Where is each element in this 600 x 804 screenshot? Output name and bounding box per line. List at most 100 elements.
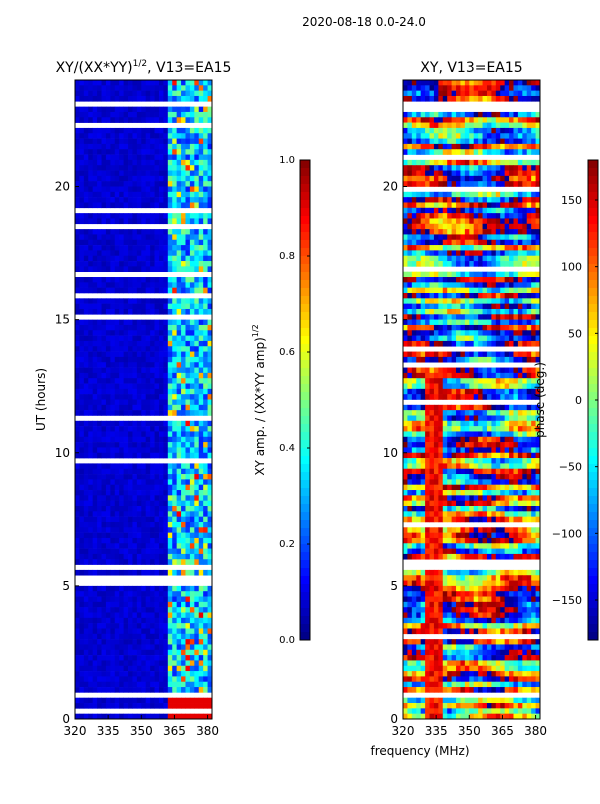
colorbar-segment — [588, 488, 598, 497]
colorbar-segment — [588, 288, 598, 297]
colorbar-tick-label: 1.0 — [279, 155, 295, 166]
colorbar-segment — [300, 184, 310, 193]
colorbar-segment — [300, 176, 310, 185]
colorbar-segment — [300, 512, 310, 521]
x-tick-label: 380 — [196, 724, 219, 738]
colorbar-tick-label: 100 — [561, 261, 582, 274]
colorbar-tick-label: 50 — [568, 327, 582, 340]
colorbar-segment — [300, 408, 310, 417]
colorbar-segment — [300, 288, 310, 297]
colorbar-segment — [588, 192, 598, 201]
panel-title: XY, V13=EA15 — [420, 60, 522, 76]
colorbar-segment — [588, 440, 598, 449]
colorbar-segment — [588, 616, 598, 625]
y-tick-label: 15 — [383, 313, 398, 327]
colorbar-segment — [588, 168, 598, 177]
x-tick-label: 380 — [524, 724, 547, 738]
colorbar-tick-label: 0.2 — [279, 539, 295, 550]
colorbar-segment — [588, 448, 598, 457]
colorbar-segment — [300, 192, 310, 201]
x-tick-label: 350 — [458, 724, 481, 738]
colorbar-segment — [588, 400, 598, 409]
colorbar-segment — [588, 184, 598, 193]
colorbar-segment — [300, 424, 310, 433]
colorbar-segment — [588, 200, 598, 209]
x-tick-label: 320 — [64, 724, 87, 738]
colorbar-segment — [300, 312, 310, 321]
y-tick-label: 5 — [390, 579, 398, 593]
colorbar-segment — [588, 600, 598, 609]
colorbar-segment — [300, 296, 310, 305]
colorbar-segment — [588, 632, 598, 641]
y-tick-label: 10 — [383, 446, 398, 460]
colorbar-segment — [300, 384, 310, 393]
colorbar-segment — [588, 512, 598, 521]
colorbar-segment — [300, 216, 310, 225]
y-axis-label: UT (hours) — [34, 368, 48, 431]
colorbar-segment — [588, 392, 598, 401]
colorbar-label: phase (deg.) — [533, 362, 547, 438]
colorbar-segment — [300, 240, 310, 249]
colorbar-segment — [588, 552, 598, 561]
colorbar-tick-label: −50 — [559, 461, 582, 474]
colorbar-segment — [588, 432, 598, 441]
colorbar-label: XY amp. / (XX*YY amp)1/2 — [251, 324, 267, 475]
colorbar-segment — [588, 528, 598, 537]
colorbar-segment — [588, 208, 598, 217]
colorbar-segment — [300, 160, 310, 169]
x-tick-label: 350 — [130, 724, 153, 738]
colorbar-segment — [300, 544, 310, 553]
colorbar-segment — [300, 536, 310, 545]
y-tick-label: 10 — [55, 446, 70, 460]
colorbar-segment — [300, 440, 310, 449]
colorbar-segment — [300, 280, 310, 289]
colorbar-segment — [300, 400, 310, 409]
colorbar-segment — [300, 200, 310, 209]
colorbar-segment — [588, 344, 598, 353]
x-tick-label: 335 — [425, 724, 448, 738]
colorbar: 0.00.20.40.60.81.0XY amp. / (XX*YY amp)1… — [251, 155, 310, 646]
x-tick-label: 365 — [163, 724, 186, 738]
colorbar-segment — [588, 224, 598, 233]
colorbar-segment — [300, 344, 310, 353]
colorbar-segment — [588, 256, 598, 265]
colorbar-tick-label: 0 — [575, 394, 582, 407]
colorbar-segment — [300, 600, 310, 609]
colorbar-segment — [588, 304, 598, 313]
colorbar-tick-label: −100 — [552, 527, 582, 540]
colorbar-segment — [300, 248, 310, 257]
colorbar-segment — [588, 584, 598, 593]
colorbar-segment — [300, 368, 310, 377]
colorbar-tick-label: 0.4 — [279, 443, 295, 454]
colorbar-segment — [300, 304, 310, 313]
colorbar-segment — [300, 456, 310, 465]
colorbar-segment — [588, 280, 598, 289]
colorbar-segment — [588, 312, 598, 321]
colorbar-tick-label: 0.6 — [279, 347, 295, 358]
colorbar-segment — [300, 464, 310, 473]
colorbar-segment — [588, 296, 598, 305]
colorbar-segment — [588, 336, 598, 345]
colorbar-segment — [300, 360, 310, 369]
colorbar-segment — [588, 608, 598, 617]
y-tick-label: 0 — [62, 712, 70, 726]
colorbar-segment — [300, 592, 310, 601]
colorbar-tick-label: 0.0 — [279, 635, 295, 646]
y-tick-label: 0 — [390, 712, 398, 726]
colorbar-segment — [300, 488, 310, 497]
colorbar-segment — [588, 368, 598, 377]
colorbar-segment — [588, 536, 598, 545]
colorbar-segment — [588, 520, 598, 529]
colorbar-segment — [588, 176, 598, 185]
colorbar-segment — [588, 216, 598, 225]
colorbar-segment — [588, 264, 598, 273]
colorbar-segment — [588, 248, 598, 257]
colorbar-tick-label: −150 — [552, 594, 582, 607]
y-tick-label: 20 — [55, 180, 70, 194]
colorbar-segment — [588, 416, 598, 425]
colorbar-segment — [300, 616, 310, 625]
colorbar-segment — [300, 560, 310, 569]
